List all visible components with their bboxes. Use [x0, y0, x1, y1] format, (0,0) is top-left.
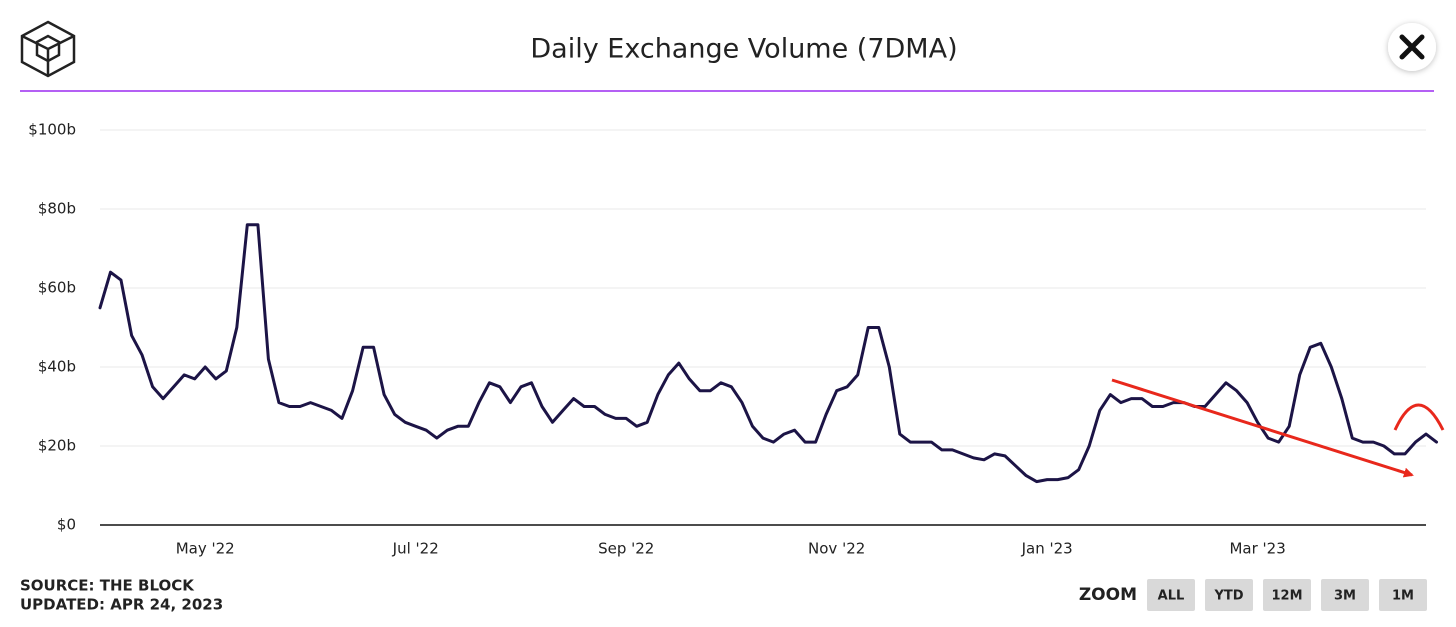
zoom-button[interactable]: 1M: [1379, 579, 1427, 611]
zoom-button-bg[interactable]: [1321, 579, 1369, 611]
zoom-button-label[interactable]: 1M: [1392, 589, 1414, 604]
x-tick-label: Mar '23: [1229, 540, 1285, 558]
zoom-button-bg[interactable]: [1205, 579, 1253, 611]
trend-arrow: [1111, 378, 1414, 478]
arc-annotation: [1393, 403, 1445, 431]
zoom-label: ZOOM: [1079, 585, 1137, 605]
y-tick-label: $0: [57, 516, 76, 534]
y-tick-label: $40b: [38, 358, 76, 376]
zoom-button-label[interactable]: YTD: [1213, 589, 1243, 604]
x-tick-label: Nov '22: [808, 540, 865, 558]
zoom-button-label[interactable]: ALL: [1158, 589, 1185, 604]
zoom-button-label[interactable]: 12M: [1271, 589, 1302, 604]
zoom-button[interactable]: YTD: [1205, 579, 1253, 611]
zoom-button-bg[interactable]: [1147, 579, 1195, 611]
x-tick-label: May '22: [176, 540, 235, 558]
chart-title: Daily Exchange Volume (7DMA): [530, 34, 957, 65]
y-tick-label: $20b: [38, 437, 76, 455]
x-tick-label: Jul '22: [392, 540, 439, 558]
close-button[interactable]: [1388, 23, 1436, 71]
updated: UPDATED: APR 24, 2023: [20, 596, 223, 614]
zoom-button-bg[interactable]: [1263, 579, 1311, 611]
y-tick-label: $60b: [38, 279, 76, 297]
x-tick-label: Jan '23: [1021, 540, 1073, 558]
zoom-button[interactable]: ALL: [1147, 579, 1195, 611]
zoom-button-label[interactable]: 3M: [1334, 589, 1356, 604]
zoom-button[interactable]: 3M: [1321, 579, 1369, 611]
source: SOURCE: THE BLOCK: [20, 577, 195, 595]
logo: [20, 20, 76, 78]
y-tick-label: $100b: [28, 121, 76, 139]
x-tick-label: Sep '22: [598, 540, 654, 558]
y-tick-label: $80b: [38, 200, 76, 218]
line: [98, 223, 1438, 484]
zoom-button-bg[interactable]: [1379, 579, 1427, 611]
zoom-button[interactable]: 12M: [1263, 579, 1311, 611]
